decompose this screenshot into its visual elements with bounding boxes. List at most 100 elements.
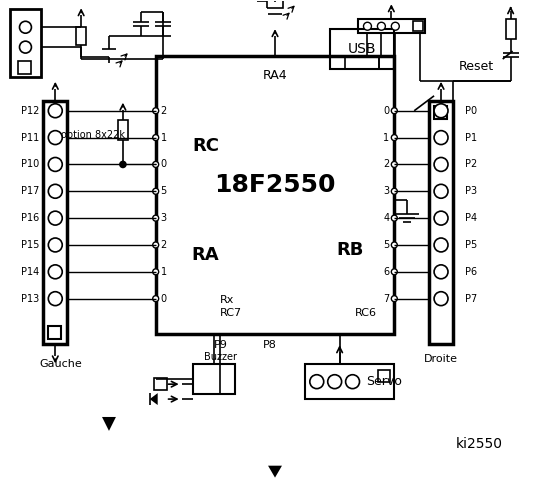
Text: 6: 6 <box>383 267 389 277</box>
Circle shape <box>434 104 448 118</box>
Circle shape <box>434 157 448 171</box>
Text: P11: P11 <box>21 132 39 143</box>
Circle shape <box>48 157 62 171</box>
Text: 4: 4 <box>383 213 389 223</box>
Text: Gauche: Gauche <box>39 359 82 369</box>
Text: P10: P10 <box>21 159 39 169</box>
Text: 0: 0 <box>161 294 167 304</box>
Text: ki2550: ki2550 <box>455 437 502 451</box>
Text: P2: P2 <box>465 159 477 169</box>
Text: P3: P3 <box>465 186 477 196</box>
Bar <box>378 370 390 382</box>
Text: 1: 1 <box>383 132 389 143</box>
Bar <box>330 29 394 69</box>
Text: P15: P15 <box>21 240 39 250</box>
Text: 5: 5 <box>383 240 389 250</box>
Bar <box>43 101 67 344</box>
Circle shape <box>434 131 448 144</box>
Text: 2: 2 <box>161 240 167 250</box>
Circle shape <box>392 134 397 141</box>
Text: P4: P4 <box>465 213 477 223</box>
Text: Servo: Servo <box>367 375 403 388</box>
Circle shape <box>392 22 399 30</box>
Circle shape <box>19 21 32 33</box>
Text: 3: 3 <box>161 213 167 223</box>
Circle shape <box>434 265 448 279</box>
Text: RA4: RA4 <box>263 70 288 83</box>
Circle shape <box>153 188 159 194</box>
Bar <box>9 9 41 77</box>
Text: 1: 1 <box>161 267 167 277</box>
Text: P14: P14 <box>21 267 39 277</box>
Circle shape <box>434 292 448 306</box>
Text: option 8x22k: option 8x22k <box>61 130 125 140</box>
Text: P7: P7 <box>465 294 477 304</box>
Text: Reset: Reset <box>459 60 494 72</box>
Text: Droite: Droite <box>424 354 458 364</box>
Circle shape <box>392 269 397 275</box>
Circle shape <box>153 242 159 248</box>
Circle shape <box>48 265 62 279</box>
Circle shape <box>392 188 397 194</box>
Circle shape <box>153 161 159 168</box>
Circle shape <box>434 238 448 252</box>
Bar <box>118 120 128 140</box>
Bar <box>194 364 235 394</box>
Text: 5: 5 <box>161 186 167 196</box>
Text: P6: P6 <box>465 267 477 277</box>
Circle shape <box>48 131 62 144</box>
Circle shape <box>120 161 126 168</box>
Bar <box>18 61 32 74</box>
Circle shape <box>48 238 62 252</box>
Text: RC6: RC6 <box>354 308 377 318</box>
Text: 2: 2 <box>383 159 389 169</box>
Text: P5: P5 <box>465 240 477 250</box>
Text: Buzzer: Buzzer <box>204 352 237 362</box>
Bar <box>413 21 423 31</box>
Circle shape <box>392 108 397 114</box>
Circle shape <box>434 184 448 198</box>
Bar <box>156 56 394 335</box>
Circle shape <box>377 22 385 30</box>
Bar <box>434 106 447 119</box>
Circle shape <box>310 375 324 389</box>
Circle shape <box>153 215 159 221</box>
Text: P16: P16 <box>21 213 39 223</box>
Bar <box>505 19 515 39</box>
Circle shape <box>153 134 159 141</box>
Circle shape <box>346 375 359 389</box>
Bar <box>76 27 86 45</box>
Circle shape <box>48 211 62 225</box>
Circle shape <box>48 104 62 118</box>
Polygon shape <box>102 417 116 431</box>
Bar <box>358 19 425 33</box>
Text: 3: 3 <box>383 186 389 196</box>
Circle shape <box>48 184 62 198</box>
Text: Rx: Rx <box>220 295 234 305</box>
Circle shape <box>434 211 448 225</box>
Text: 0: 0 <box>383 106 389 116</box>
Text: 1: 1 <box>161 132 167 143</box>
Text: 0: 0 <box>161 159 167 169</box>
Circle shape <box>153 296 159 301</box>
Text: 18F2550: 18F2550 <box>214 173 336 197</box>
Bar <box>154 378 166 390</box>
Text: 2: 2 <box>161 106 167 116</box>
Circle shape <box>328 375 342 389</box>
Circle shape <box>392 161 397 168</box>
Circle shape <box>363 22 372 30</box>
Polygon shape <box>268 466 282 478</box>
Polygon shape <box>150 393 158 405</box>
Text: P17: P17 <box>21 186 39 196</box>
Circle shape <box>153 269 159 275</box>
Text: RC7: RC7 <box>220 308 242 318</box>
Circle shape <box>392 296 397 301</box>
Circle shape <box>392 242 397 248</box>
Text: P12: P12 <box>21 106 39 116</box>
Text: RA: RA <box>191 246 219 264</box>
Text: USB: USB <box>348 42 376 56</box>
Circle shape <box>153 108 159 114</box>
Text: RB: RB <box>336 241 363 259</box>
Bar <box>48 326 61 339</box>
Text: P13: P13 <box>21 294 39 304</box>
